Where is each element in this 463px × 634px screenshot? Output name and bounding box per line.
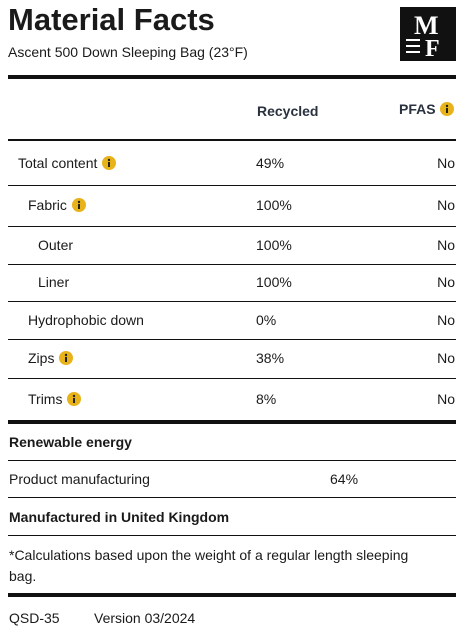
pfas-value: No <box>437 350 455 366</box>
section-title: Renewable energy <box>9 434 132 450</box>
recycled-value: 8% <box>256 391 277 407</box>
info-icon[interactable] <box>102 156 117 170</box>
recycled-value: 100% <box>256 274 292 290</box>
footer-version: Version 03/2024 <box>94 610 196 626</box>
row-label: Zips <box>28 350 55 366</box>
row-label: Fabric <box>28 197 67 213</box>
logo: M F <box>400 7 456 61</box>
pfas-value: No <box>437 274 455 290</box>
recycled-value: 49% <box>256 155 285 171</box>
info-icon[interactable] <box>59 351 74 365</box>
rule <box>8 301 456 302</box>
footer-code: QSD-35 <box>9 610 60 626</box>
rule <box>8 420 456 424</box>
row-value: 64% <box>330 471 359 487</box>
rule <box>8 378 456 379</box>
row-label: Outer <box>38 237 74 253</box>
recycled-value: 100% <box>256 237 292 253</box>
info-icon[interactable] <box>439 102 454 116</box>
column-header: Recycled <box>257 103 319 119</box>
row-label: Product manufacturing <box>9 471 150 487</box>
pfas-value: No <box>437 391 455 407</box>
row-label: Liner <box>38 274 70 290</box>
pfas-value: No <box>437 197 455 213</box>
rule <box>8 139 456 141</box>
recycled-value: 100% <box>256 197 292 213</box>
rule <box>8 185 456 186</box>
footnote: *Calculations based upon the weight of a… <box>9 547 409 584</box>
row-label: Total content <box>18 155 98 171</box>
info-icon[interactable] <box>67 392 82 406</box>
rule <box>8 264 456 265</box>
recycled-value: 38% <box>256 350 285 366</box>
row-label: Hydrophobic down <box>28 312 144 328</box>
logo-f: F <box>425 36 440 61</box>
subtitle: Ascent 500 Down Sleeping Bag (23°F) <box>8 44 248 60</box>
title: Material Facts <box>8 2 215 37</box>
rule <box>8 460 456 461</box>
info-icon[interactable] <box>71 198 86 212</box>
pfas-value: No <box>437 237 455 253</box>
recycled-value: 0% <box>256 312 277 328</box>
rule <box>8 497 456 498</box>
pfas-value: No <box>437 155 455 171</box>
origin: Manufactured in United Kingdom <box>9 509 230 525</box>
rule <box>8 75 456 79</box>
rule <box>8 593 456 597</box>
rule <box>8 226 456 227</box>
rule <box>8 535 456 536</box>
pfas-value: No <box>437 312 455 328</box>
column-header: PFAS <box>399 101 436 117</box>
row-label: Trims <box>28 391 63 407</box>
rule <box>8 339 456 340</box>
logo-m: M <box>414 11 439 40</box>
